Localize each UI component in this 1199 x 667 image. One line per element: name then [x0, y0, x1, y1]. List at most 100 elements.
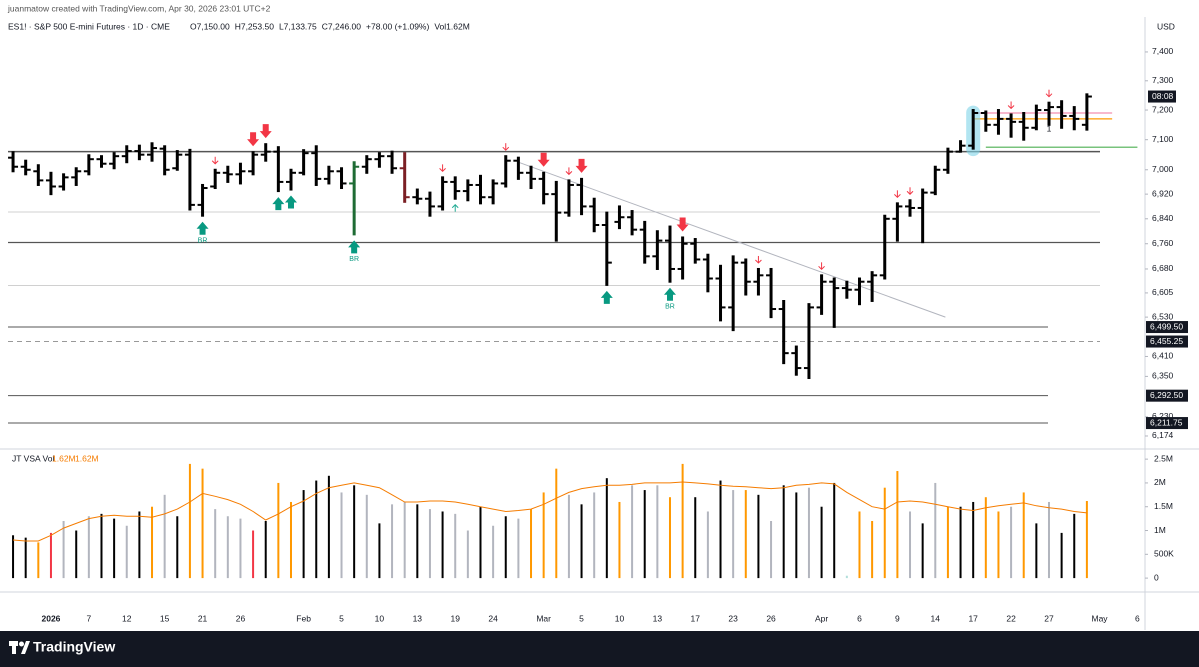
ohlc-legend: O7,150.00: [190, 21, 230, 31]
volume-bar: [921, 523, 924, 579]
x-tick-label: 5: [579, 613, 584, 623]
footer: [0, 631, 1199, 667]
volume-bar: [391, 504, 394, 579]
volume-bar: [883, 487, 886, 579]
y-tick-label: 6,350: [1152, 371, 1174, 381]
x-tick-label: 17: [691, 613, 701, 623]
volume-bar: [403, 501, 406, 579]
y-tick-label: 6,760: [1152, 238, 1174, 248]
signal-arrow: [284, 195, 297, 209]
volume-bar: [631, 485, 634, 579]
volume-bar: [681, 463, 684, 579]
volume-bar: [959, 506, 962, 579]
signal-arrow: [348, 240, 361, 254]
volume-bar: [428, 509, 431, 579]
volume-bar: [807, 487, 810, 579]
symbol: ES1! · S&P 500 E-mini Futures · 1D · CME: [8, 21, 170, 31]
signal-arrow: [565, 171, 573, 176]
y-tick-label: 7,400: [1152, 46, 1174, 56]
volume-bar: [858, 511, 861, 579]
y-tick-label: 6,840: [1152, 213, 1174, 223]
logo: [9, 641, 30, 654]
volume-bar: [795, 492, 798, 579]
brand: TradingView: [33, 639, 115, 655]
y-tick-label: 6,230: [1152, 411, 1174, 421]
volume-bar: [782, 485, 785, 579]
volume-bar: [530, 509, 533, 579]
x-tick-label: Mar: [536, 613, 551, 623]
volume-bar: [138, 511, 141, 579]
y-tick-label: 7,000: [1152, 164, 1174, 174]
volume-bar: [643, 490, 646, 579]
volume-bar: [24, 537, 27, 579]
volume-bar: [340, 492, 343, 579]
volume-bar: [214, 509, 217, 579]
signal-arrow: [451, 204, 459, 209]
signal-arrow: [906, 190, 914, 195]
signal-arrow: [196, 221, 209, 235]
volume-bar: [770, 521, 773, 579]
level-label: 6,455.25: [1150, 336, 1183, 346]
volume-bar: [845, 575, 848, 579]
logo-mark: [12, 641, 16, 654]
volume-bar: [365, 494, 368, 579]
x-tick-label: 6: [1135, 613, 1140, 623]
volume-bar: [934, 482, 937, 579]
volume-bar: [757, 494, 760, 579]
volume-bar: [49, 532, 52, 579]
y-tick-label: 7,300: [1152, 75, 1174, 85]
volume-bar: [1073, 513, 1076, 579]
x-tick-label: 7: [86, 613, 91, 623]
volume-tick-label: 500K: [1154, 549, 1174, 559]
level-label-box: [1146, 321, 1188, 334]
volume-bar: [252, 530, 255, 579]
volume-bar: [580, 504, 583, 579]
x-tick-label: 24: [488, 613, 498, 623]
y-tick-label: 6,410: [1152, 351, 1174, 361]
volume-bar: [555, 468, 558, 579]
signal-arrow: [818, 265, 825, 271]
volume-bar: [668, 497, 671, 579]
volume-bar: [896, 471, 899, 579]
x-tick-label: 9: [895, 613, 900, 623]
signal-label: BR: [665, 304, 675, 311]
x-tick-label: Feb: [296, 613, 311, 623]
volume-tick-label: 2M: [1154, 477, 1166, 487]
volume-legend: 1.62M: [75, 453, 99, 463]
x-tick-label: 17: [968, 613, 978, 623]
volume-legend: 1.62M: [52, 453, 76, 463]
x-tick-label: 26: [766, 613, 776, 623]
volume-tick-label: 1M: [1154, 525, 1166, 535]
ohlc-legend: L7,133.75: [279, 21, 317, 31]
signal-arrow: [537, 152, 550, 167]
volume-bar: [239, 518, 242, 579]
signal-arrow: [575, 158, 588, 173]
signal-arrow: [1045, 93, 1053, 98]
volume-bar: [593, 492, 596, 579]
signal-label: BR: [349, 256, 359, 263]
volume-bar: [113, 518, 116, 579]
volume-bar: [12, 535, 15, 579]
y-tick-label: 6,680: [1152, 263, 1174, 273]
signal-label: BR: [198, 238, 208, 245]
volume-bar: [871, 521, 874, 579]
y-tick-label: 7,200: [1152, 104, 1174, 114]
volume-bar: [176, 516, 179, 579]
volume-bar: [163, 494, 166, 579]
y-tick-label: 6,530: [1152, 311, 1174, 321]
volume-bar: [416, 504, 419, 579]
signal-arrow: [755, 259, 762, 264]
volume-tick-label: 1.5M: [1154, 501, 1173, 511]
signal-arrow: [894, 193, 901, 199]
x-tick-label: 23: [728, 613, 738, 623]
currency: USD: [1157, 21, 1175, 31]
signal-arrow: [272, 197, 285, 211]
volume-bar: [289, 501, 292, 579]
level-label: 6,499.50: [1150, 321, 1183, 331]
signal-arrow: [1007, 105, 1015, 110]
volume-bar: [972, 501, 975, 579]
credit: juanmatow created with TradingView.com, …: [7, 3, 271, 13]
volume-bar: [1085, 501, 1088, 579]
